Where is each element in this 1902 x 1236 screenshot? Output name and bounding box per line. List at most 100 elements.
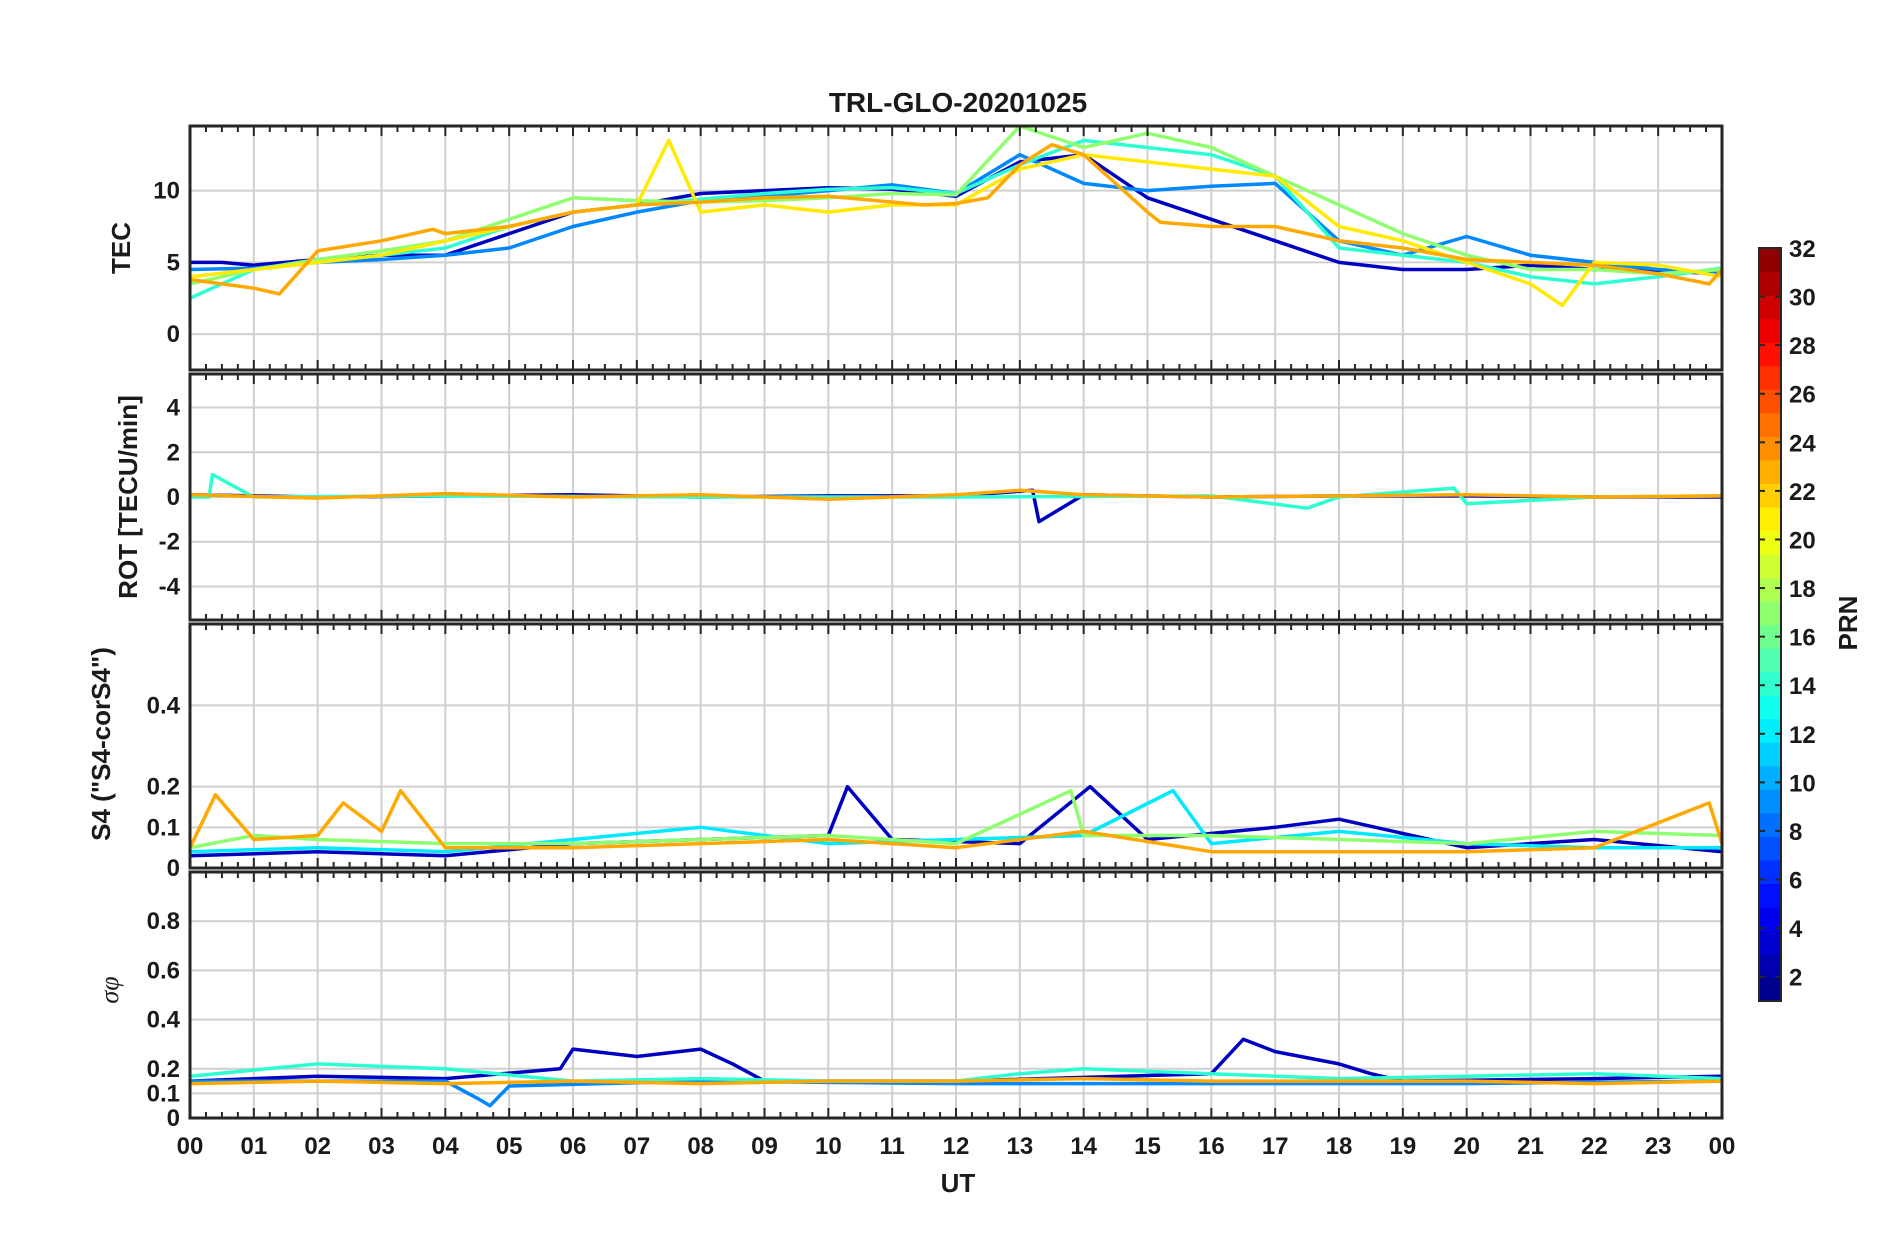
colorbar-tick-label: 30 (1789, 285, 1816, 312)
colorbar-level (1759, 859, 1781, 884)
x-tick-label: 12 (943, 1133, 970, 1160)
colorbar-level (1759, 436, 1781, 461)
colorbar-level (1759, 695, 1781, 720)
colorbar-tick-label: 8 (1789, 819, 1802, 846)
rot-ylabel: ROT [TECU/min] (113, 395, 143, 599)
colorbar-tick-label: 16 (1789, 625, 1816, 652)
series-line-prn-23 (190, 788, 1722, 854)
x-tick-label: 02 (304, 1133, 331, 1160)
y-tick-label: 0.4 (147, 692, 181, 719)
y-tick-label: 0.1 (147, 814, 180, 841)
colorbar-level (1759, 836, 1781, 861)
x-tick-label: 13 (1006, 1133, 1033, 1160)
colorbar-tick-label: 12 (1789, 722, 1816, 749)
colorbar-tick-label: 28 (1789, 333, 1816, 360)
colorbar-tick-label: 24 (1789, 430, 1816, 457)
x-tick-label: 03 (368, 1133, 395, 1160)
colorbar-tick-label: 2 (1789, 965, 1802, 992)
sigma-phi-panel: 00.10.2 0.4 0.6 0.8 (147, 870, 1724, 1132)
colorbar-tick-label: 20 (1789, 527, 1816, 554)
series-line-prn-3 (190, 784, 1722, 858)
series-line-prn-23 (190, 142, 1722, 296)
colorbar-tick-label: 32 (1789, 236, 1816, 263)
colorbar-level (1759, 342, 1781, 367)
colorbar-level (1759, 365, 1781, 390)
x-tick-label: 07 (623, 1133, 650, 1160)
y-tick-label: 0.1 (147, 1080, 180, 1107)
colorbar-tick-label: 10 (1789, 770, 1816, 797)
x-tick-label: 16 (1198, 1133, 1225, 1160)
colorbar-label: PRN (1833, 596, 1863, 651)
x-tick-label: 05 (496, 1133, 523, 1160)
y-tick-label: 0.6 (147, 957, 180, 984)
series-line-prn-17 (190, 788, 1722, 850)
colorbar-tick-label: 18 (1789, 576, 1816, 603)
tec-ylabel: TEC (106, 222, 136, 274)
colorbar-level (1759, 648, 1781, 673)
x-tick-label: 08 (687, 1133, 714, 1160)
x-tick-label: 19 (1389, 1133, 1416, 1160)
colorbar-level (1759, 530, 1781, 555)
y-tick-label: 5 (167, 249, 180, 276)
colorbar-level (1759, 271, 1781, 296)
colorbar-level (1759, 812, 1781, 837)
colorbar-level (1759, 977, 1781, 1002)
series-group (190, 472, 1722, 524)
colorbar-tick-label: 6 (1789, 868, 1802, 895)
series-group (190, 784, 1722, 858)
sigma-phi-ylabel: σφ (95, 976, 124, 1003)
y-tick-label: 4 (167, 395, 181, 422)
series-group (190, 126, 1722, 308)
colorbar-tick-label: 4 (1789, 916, 1803, 943)
colorbar-level (1759, 953, 1781, 979)
s4-panel: 0 0.1 0.2 0.4 (147, 622, 1724, 882)
y-tick-label: 0.2 (147, 774, 180, 801)
colorbar-level (1759, 412, 1781, 437)
y-tick-label: 0 (167, 321, 180, 348)
colorbar-level (1759, 624, 1781, 649)
colorbar-level (1759, 459, 1781, 484)
colorbar-level (1759, 742, 1781, 767)
colorbar-level (1759, 930, 1781, 955)
colorbar-level (1759, 318, 1781, 343)
colorbar-level (1759, 765, 1781, 790)
series-line-prn-23 (190, 1076, 1722, 1086)
x-tick-label: 20 (1453, 1133, 1480, 1160)
y-tick-label: -2 (159, 529, 180, 556)
s4-ylabel: S4 ("S4-corS4") (86, 647, 116, 841)
colorbar-tick-label: 22 (1789, 479, 1816, 506)
x-tick-label: 21 (1517, 1133, 1544, 1160)
x-tick-label: 10 (815, 1133, 842, 1160)
y-tick-label: 0 (167, 855, 180, 882)
colorbar-tick-label: 14 (1789, 673, 1816, 700)
colorbar-level (1759, 718, 1781, 743)
y-tick-label: 10 (153, 178, 180, 205)
y-tick-label: 0.2 (147, 1056, 180, 1083)
colorbar-frame (1758, 247, 1782, 1002)
colorbar-level (1759, 389, 1781, 414)
x-tick-label: 15 (1134, 1133, 1161, 1160)
y-tick-label: 0 (167, 1105, 180, 1132)
series-line-prn-14 (190, 1062, 1722, 1083)
x-tick-labels: 00 01 02 03 04 05 06 07 08 09 10 11 12 13 14 15 16 17 18 19… (177, 1133, 1736, 1160)
x-axis-label: UT (941, 1168, 976, 1198)
x-tick-label: 17 (1262, 1133, 1289, 1160)
colorbar-level (1759, 600, 1781, 626)
colorbar-level (1759, 577, 1781, 602)
y-tick-label: 0.4 (147, 1007, 181, 1034)
colorbar-level (1759, 248, 1781, 273)
x-tick-label: 11 (879, 1133, 904, 1160)
y-tick-label: 0.8 (147, 908, 180, 935)
colorbar-level (1759, 506, 1781, 531)
plot-frame (188, 870, 1724, 1120)
colorbar-level (1759, 483, 1781, 508)
plot-frame (188, 372, 1724, 622)
y-tick-label: 0 (167, 484, 180, 511)
x-tick-label: 14 (1070, 1133, 1097, 1160)
series-group (190, 1037, 1722, 1108)
colorbar-level (1759, 553, 1781, 579)
colorbar-tick-label: 26 (1789, 382, 1816, 409)
series-line-prn-23 (190, 488, 1722, 501)
